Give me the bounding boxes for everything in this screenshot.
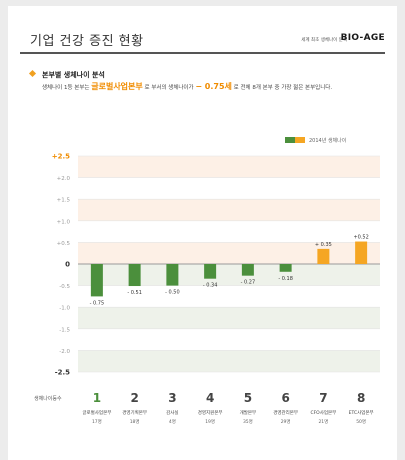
legend-swatch-positive: [295, 137, 305, 143]
y-tick-label: +0.5: [57, 241, 71, 247]
category-label: 개발본부: [240, 409, 257, 416]
y-tick-label: -2.5: [55, 369, 70, 377]
grid-band: [78, 220, 380, 243]
category-label: ETC사업본부: [349, 409, 374, 416]
bar: [241, 264, 254, 276]
grid-band: [78, 156, 380, 178]
desc-highlight-value: − 0.75세: [195, 82, 232, 91]
page-title: 기업 건강 증진 현황: [30, 34, 144, 49]
bar-value-label: - 0.75: [90, 300, 105, 306]
title-divider: [20, 52, 385, 54]
legend-label: 2014년 생체나이: [309, 137, 346, 144]
desc-prefix: 생체나이 1등 본부는: [42, 85, 90, 91]
rank-row-label: 생체나이등수: [34, 395, 62, 402]
legend-swatch-negative: [285, 137, 295, 143]
headcount-label: 50명: [356, 418, 366, 425]
category-label: 감사실: [166, 409, 178, 416]
headcount-label: 29명: [281, 418, 291, 425]
y-tick-label: +1.0: [57, 219, 71, 225]
rank-number: 7: [319, 391, 327, 405]
section-description: 생체나이 1등 본부는 글로벌사업본부 로 부서의 생체나이가 − 0.75세 …: [42, 81, 332, 92]
category-label: 경영기획본부: [122, 409, 147, 416]
headcount-label: 17명: [92, 418, 102, 425]
rank-number: 1: [93, 391, 101, 405]
y-tick-label: -1.5: [59, 327, 70, 333]
bar-value-label: - 0.18: [278, 276, 293, 282]
rank-number: 2: [130, 391, 138, 405]
rank-number: 5: [244, 391, 252, 405]
y-tick-label: -1.0: [59, 306, 70, 312]
category-label: 경영관리본부: [273, 409, 298, 416]
y-tick-label: -2.0: [59, 349, 70, 355]
desc-highlight-dept: 글로벌사업본부: [91, 82, 143, 91]
category-label: 글로벌사업본부: [82, 409, 111, 416]
grid-band: [78, 242, 380, 264]
bar: [355, 241, 368, 264]
bar-value-label: +0.52: [353, 235, 368, 241]
rank-number: 3: [168, 391, 176, 405]
rank-number: 6: [281, 391, 289, 405]
desc-suffix: 로 전체 8개 본부 중 가장 젊은 본부입니다.: [233, 85, 333, 91]
bar-value-label: - 0.27: [241, 280, 256, 286]
grid-band: [78, 177, 380, 200]
y-tick-label: -0.5: [59, 284, 70, 290]
y-tick-label: +2.5: [52, 153, 70, 161]
brand-logo: BIO-AGE: [340, 33, 385, 43]
headcount-label: 19명: [205, 418, 215, 425]
bar: [166, 264, 179, 286]
bar: [90, 264, 103, 297]
bar: [204, 264, 217, 279]
rank-number: 8: [357, 391, 365, 405]
headcount-label: 18명: [130, 418, 140, 425]
category-label: 경영지원본부: [198, 409, 223, 416]
bar-value-label: - 0.51: [127, 290, 142, 296]
headcount-label: 21명: [318, 418, 328, 425]
headcount-label: 4명: [169, 418, 176, 425]
section-heading: 본부별 생체나이 분석: [42, 71, 105, 79]
bar: [128, 264, 141, 287]
grid-band: [78, 350, 380, 372]
category-label: CFO사업본부: [310, 409, 336, 416]
y-tick-label: 0: [65, 261, 70, 269]
grid-band: [78, 264, 380, 286]
grid-band: [78, 199, 380, 221]
grid-band: [78, 307, 380, 329]
desc-middle: 로 부서의 생체나이가: [144, 85, 194, 91]
y-tick-label: +2.0: [57, 176, 71, 182]
bar: [279, 264, 292, 272]
grid-band: [78, 285, 380, 308]
bar: [317, 248, 330, 264]
grid-band: [78, 328, 380, 351]
bar-value-label: + 0.35: [315, 242, 332, 248]
bar-value-label: - 0.50: [165, 290, 180, 296]
bar-value-label: - 0.34: [203, 283, 218, 289]
headcount-label: 35명: [243, 418, 253, 425]
y-tick-label: +1.5: [57, 198, 71, 204]
rank-number: 4: [206, 391, 214, 405]
brand-tagline: 세계 최초 생체나이 분석: [301, 38, 347, 43]
